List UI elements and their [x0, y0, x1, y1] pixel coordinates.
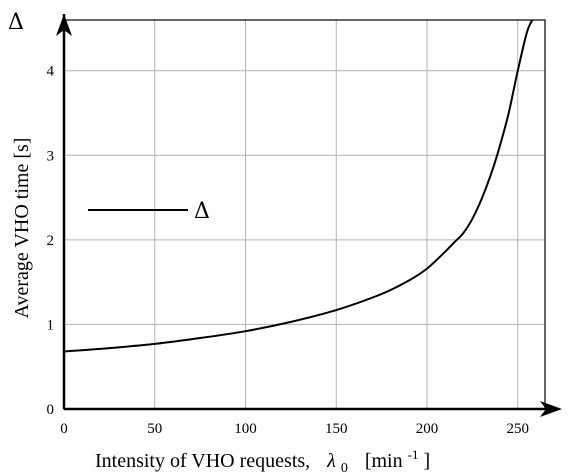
- y-tick-labels: 0 1 2 3 4: [47, 64, 55, 418]
- x-tick-label: 100: [234, 421, 257, 437]
- grid: [63, 20, 545, 410]
- x-label-unit-exp: -1: [408, 447, 419, 462]
- y-tick-label: 2: [47, 233, 55, 249]
- plot-frame: [63, 19, 546, 410]
- y-axis-label: Average VHO time [s]: [11, 138, 33, 319]
- series-line: [63, 19, 534, 353]
- y-tick-label: 1: [47, 317, 55, 333]
- x-label-main: Intensity of VHO requests,: [95, 450, 310, 472]
- series-layer: [63, 19, 534, 353]
- legend: Δ: [88, 199, 210, 224]
- axes: [56, 14, 562, 417]
- x-label-unit-close: ]: [423, 450, 430, 472]
- x-label-symbol: λ: [326, 450, 336, 472]
- x-axis-arrow-icon: [540, 401, 562, 417]
- y-tick-label: 4: [47, 64, 55, 80]
- y-axis-symbol: Δ: [8, 10, 24, 35]
- x-label-unit-open: [min: [365, 450, 403, 472]
- x-tick-labels: 0 50 100 150 200 250: [60, 421, 529, 437]
- legend-entry-label: Δ: [194, 199, 210, 224]
- x-label-subscript: 0: [341, 461, 348, 476]
- y-tick-label: 0: [47, 402, 55, 418]
- x-tick-label: 250: [507, 421, 530, 437]
- x-tick-label: 150: [325, 421, 348, 437]
- y-tick-label: 3: [47, 148, 55, 164]
- x-tick-label: 50: [147, 421, 162, 437]
- y-axis-arrow-icon: [56, 14, 72, 36]
- x-tick-label: 200: [416, 421, 439, 437]
- x-tick-label: 0: [60, 421, 68, 437]
- x-axis-label: Intensity of VHO requests, λ 0 [min -1 ]: [95, 442, 430, 476]
